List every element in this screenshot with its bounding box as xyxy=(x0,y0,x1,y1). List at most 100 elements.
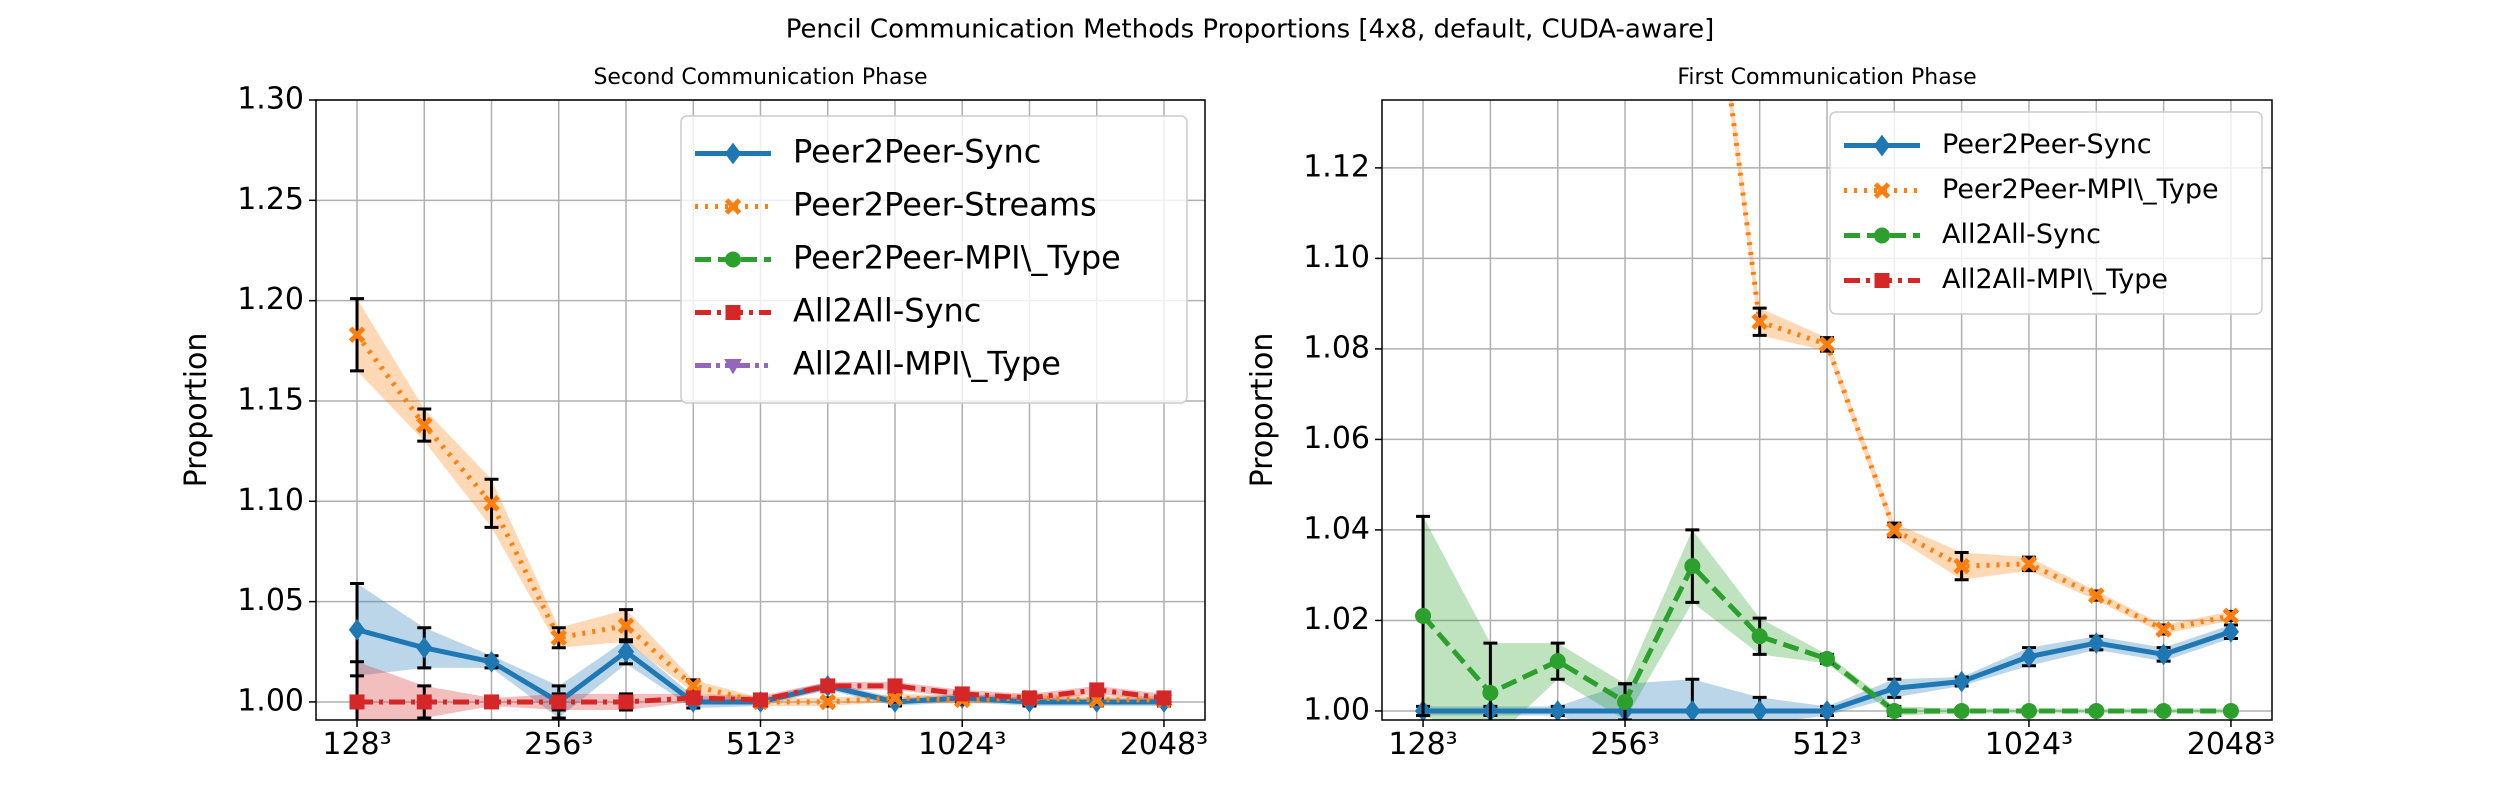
marker xyxy=(1482,684,1499,701)
marker xyxy=(2020,645,2038,668)
y-tick-label: 1.06 xyxy=(1303,421,1370,456)
marker xyxy=(618,694,634,710)
marker xyxy=(348,326,366,344)
marker xyxy=(2088,587,2105,604)
legend-marker xyxy=(725,251,741,268)
x-tick-label: 512³ xyxy=(726,727,795,762)
marker xyxy=(1751,628,1768,645)
marker xyxy=(2222,620,2240,643)
marker xyxy=(819,693,837,711)
marker xyxy=(348,618,366,641)
x-tick-label: 256³ xyxy=(524,727,593,762)
legend-marker xyxy=(724,142,742,165)
plot-area xyxy=(348,297,1173,720)
marker xyxy=(349,694,365,710)
marker xyxy=(1156,690,1172,706)
marker xyxy=(886,689,904,707)
marker xyxy=(1886,702,1903,719)
legend-marker xyxy=(1873,134,1891,157)
marker xyxy=(2222,702,2239,719)
subplot: Second Communication Phase Proportion 1.00… xyxy=(179,65,1208,762)
marker xyxy=(1953,702,1970,719)
marker xyxy=(617,640,635,663)
legend-label: All2All-MPI\_Type xyxy=(1942,264,2168,295)
marker xyxy=(1021,690,1037,706)
legend-frame xyxy=(1829,111,2263,315)
x-tick-label: 1024³ xyxy=(918,727,1006,762)
error-band xyxy=(357,583,1164,718)
marker xyxy=(1549,700,1566,720)
marker xyxy=(684,677,702,695)
marker xyxy=(551,694,567,710)
axes-frame xyxy=(315,99,1206,721)
marker xyxy=(1684,700,1701,720)
y-tick-label: 1.05 xyxy=(237,583,304,618)
legend-marker xyxy=(1873,182,1891,199)
marker xyxy=(1684,558,1701,575)
y-tick-label: 1.30 xyxy=(237,82,304,117)
marker xyxy=(1617,693,1634,710)
marker xyxy=(753,692,768,708)
marker xyxy=(2155,643,2172,666)
marker xyxy=(1089,682,1105,698)
marker xyxy=(1886,677,1903,700)
marker xyxy=(2155,621,2172,638)
marker xyxy=(887,678,903,694)
y-axis-label: Proportion xyxy=(179,333,214,488)
marker xyxy=(1953,557,1970,575)
subplot-title: Second Communication Phase xyxy=(593,65,927,90)
marker xyxy=(2222,607,2240,625)
legend-label: Peer2Peer-Streams xyxy=(793,186,1097,224)
legend-marker xyxy=(1874,227,1890,244)
marker xyxy=(1549,653,1566,670)
x-tick-label: 256³ xyxy=(1590,727,1659,762)
x-tick-label: 128³ xyxy=(1388,727,1457,762)
x-tick-label: 1024³ xyxy=(1985,727,2073,762)
legend-label: Peer2Peer-Sync xyxy=(1942,129,2152,160)
y-tick-label: 1.00 xyxy=(1303,692,1370,727)
legend-frame xyxy=(680,115,1188,404)
y-tick-label: 1.00 xyxy=(237,683,304,718)
legend: Peer2Peer-Sync Peer2Peer-MPI\_Type All2All… xyxy=(1829,111,2263,315)
marker xyxy=(617,617,635,634)
legend-label: Peer2Peer-MPI\_Type xyxy=(793,239,1121,277)
marker xyxy=(483,495,500,512)
y-tick-label: 1.12 xyxy=(1303,149,1370,184)
y-tick-label: 1.04 xyxy=(1303,511,1370,546)
marker xyxy=(2155,702,2172,719)
legend-marker xyxy=(724,359,742,375)
y-tick-label: 1.25 xyxy=(237,182,304,217)
error-band xyxy=(1423,516,2231,720)
legend-marker xyxy=(1874,273,1890,288)
marker xyxy=(2020,555,2038,573)
marker xyxy=(550,629,568,647)
legend: Peer2Peer-Sync Peer2Peer-Streams Peer2Peer… xyxy=(680,115,1188,404)
y-tick-label: 1.10 xyxy=(237,483,304,518)
legend-label: All2All-MPI\_Type xyxy=(793,345,1061,383)
marker xyxy=(1818,700,1836,720)
legend-label: All2All-Sync xyxy=(793,292,981,330)
subplot-title: First Communication Phase xyxy=(1677,65,1976,90)
y-tick-label: 1.20 xyxy=(237,282,304,317)
y-tick-label: 1.10 xyxy=(1303,240,1370,275)
marker xyxy=(2088,632,2105,654)
marker xyxy=(484,694,500,710)
legend-label: All2All-Sync xyxy=(1942,219,2101,250)
x-tick-label: 2048³ xyxy=(1120,727,1208,762)
legend-label: Peer2Peer-Sync xyxy=(793,133,1041,171)
y-tick-label: 1.02 xyxy=(1303,602,1370,637)
marker xyxy=(2088,702,2105,719)
axes-frame xyxy=(1381,99,2273,721)
plot-area xyxy=(1414,100,2240,720)
y-tick-label: 1.08 xyxy=(1303,330,1370,365)
legend-marker xyxy=(724,198,742,215)
x-tick-label: 2048³ xyxy=(2187,727,2275,762)
marker xyxy=(416,694,432,710)
x-tick-label: 128³ xyxy=(322,727,391,762)
marker xyxy=(1953,670,1970,693)
marker xyxy=(415,416,433,434)
legend-marker xyxy=(725,305,741,320)
marker xyxy=(1751,700,1768,720)
